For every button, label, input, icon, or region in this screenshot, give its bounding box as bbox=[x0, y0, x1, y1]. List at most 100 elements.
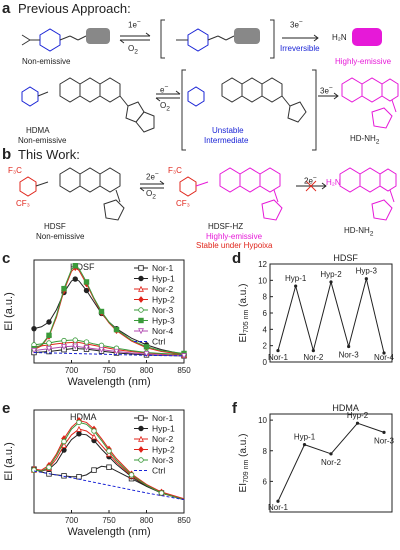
panel-b-scheme bbox=[19, 167, 397, 221]
hdsf-hz-name: HDSF-HZ bbox=[208, 222, 244, 231]
chart-e-point-4-6 bbox=[76, 419, 82, 426]
hdsf-hz-line2: Highly-emissive bbox=[206, 232, 263, 241]
chart-c-legend-label-1: Hyp-1 bbox=[152, 274, 175, 284]
chart-c-point-5-12 bbox=[113, 326, 120, 333]
chart-d-point-label-2: Nor-2 bbox=[303, 353, 324, 362]
hdsf-desc: Non-emissive bbox=[36, 232, 85, 241]
chart-c-legend-label-3: Hyp-2 bbox=[152, 295, 175, 305]
chart-d-point-1 bbox=[294, 284, 298, 288]
chart-f-ylabel: EI709 nm (a.u.) bbox=[238, 434, 250, 493]
row1-step2: 3e− bbox=[290, 19, 303, 30]
chart-c-legend-marker-3 bbox=[138, 296, 144, 303]
row1-product-block bbox=[352, 28, 382, 46]
chart-e-legend-marker-1 bbox=[138, 425, 144, 432]
chart-d: 0 2 4 6 8 10 12 EI705 nm (a.u.) HDSF Nor-1 Hyp-1 No… bbox=[238, 253, 395, 367]
chart-f-point-2 bbox=[329, 452, 333, 456]
chart-c-point-6-16 bbox=[181, 353, 187, 360]
chart-d-ytick-label-1: 2 bbox=[263, 342, 268, 351]
chart-c-title: HDSF bbox=[70, 262, 95, 272]
row2-step2: 3e− bbox=[320, 85, 333, 96]
chart-e-series-line-3 bbox=[33, 419, 185, 500]
chart-e-point-4-14 bbox=[158, 490, 165, 496]
chart-d-point-5 bbox=[364, 277, 368, 281]
chart-c-legend-label-7: Ctrl bbox=[152, 337, 165, 347]
hd-nh2-structure bbox=[339, 167, 397, 221]
hdsf-hz-cf3-group: CF₃ bbox=[176, 199, 190, 208]
chart-e-legend-marker-3 bbox=[138, 446, 144, 453]
chart-c-point-4-2 bbox=[46, 340, 52, 346]
chart-d-ytick-label-5: 10 bbox=[258, 276, 267, 285]
row1-intermediate bbox=[160, 19, 275, 59]
chart-c-point-5-8 bbox=[83, 279, 90, 285]
panel-b-step1-bottom: O2 bbox=[146, 189, 156, 201]
chart-c-point-1-6 bbox=[72, 276, 78, 282]
chart-e-legend-label-4: Nor-3 bbox=[152, 455, 174, 465]
chart-c-point-1-2 bbox=[46, 319, 52, 325]
chart-e-point-0-6 bbox=[76, 474, 82, 480]
panel-f-letter: f bbox=[232, 400, 237, 417]
row1-reactant-block bbox=[86, 28, 110, 44]
chart-d-ytick-label-2: 4 bbox=[263, 325, 268, 334]
chart-e-legend-marker-2 bbox=[138, 435, 144, 442]
chart-c-point-4-6 bbox=[72, 337, 78, 343]
chart-f-ytick-label-1: 8 bbox=[263, 447, 268, 456]
row1-intermediate-block bbox=[234, 28, 260, 44]
hdsf-f3c-group: F₃C bbox=[8, 166, 22, 175]
chart-c-legend-marker-1 bbox=[138, 275, 144, 282]
chart-e-point-4-12 bbox=[128, 472, 135, 478]
chart-e-legend-label-0: Nor-1 bbox=[152, 413, 174, 423]
hd-nh2-h2n-group: H₂N bbox=[326, 178, 341, 187]
chart-e-point-4-4 bbox=[61, 438, 67, 445]
chart-e-point-4-2 bbox=[46, 464, 52, 470]
panel-a-heading: Previous Approach: bbox=[18, 1, 131, 16]
chart-c-legend-marker-5 bbox=[138, 317, 144, 324]
chart-c-legend-marker-4 bbox=[138, 307, 144, 313]
chart-d-ytick-label-0: 0 bbox=[263, 358, 268, 367]
chart-e-series-line-0 bbox=[33, 465, 185, 501]
chart-f-point-label-4: Nor-3 bbox=[374, 436, 395, 445]
row1-right-label: Highly-emissive bbox=[335, 57, 392, 66]
row1-arrow-2 bbox=[282, 34, 319, 42]
chart-c-legend-label-2: Nor-2 bbox=[152, 284, 174, 294]
chart-d-point-label-4: Nor-3 bbox=[339, 350, 360, 359]
chart-f-ytick-label-0: 6 bbox=[263, 477, 268, 486]
row2-reversible-arrow bbox=[155, 90, 181, 102]
panel-a-letter: a bbox=[2, 0, 11, 17]
chart-c-point-5-2 bbox=[46, 332, 52, 339]
chart-e-title: HDMA bbox=[70, 412, 97, 422]
chart-c-point-5-6 bbox=[72, 263, 78, 269]
row2-intermediate-structure bbox=[181, 69, 317, 151]
chart-c-xtick-label-2: 800 bbox=[140, 366, 154, 375]
chart-c-xlabel: Wavelength (nm) bbox=[67, 376, 150, 388]
chart-e-xlabel: Wavelength (nm) bbox=[67, 526, 150, 538]
chart-c-xtick-label-3: 850 bbox=[177, 366, 191, 375]
chart-e-ylabel: El (a.u.) bbox=[3, 442, 15, 481]
chart-c-point-4-8 bbox=[83, 339, 90, 345]
chart-d-point-label-0: Nor-1 bbox=[268, 353, 289, 362]
row2-left-name: HDMA bbox=[26, 126, 50, 135]
chart-c-point-6-8 bbox=[83, 345, 90, 351]
chart-e-legend-marker-4 bbox=[138, 457, 144, 463]
panel-b-step2: 2e− bbox=[304, 175, 317, 186]
row2-step1-top: e− bbox=[160, 84, 169, 95]
panel-b-arrow-2 bbox=[296, 180, 327, 192]
hdsf-hz-f3c-group: F₃C bbox=[168, 166, 182, 175]
chart-c-xtick-label-0: 700 bbox=[65, 366, 79, 375]
chart-f-point-label-0: Nor-1 bbox=[268, 503, 289, 512]
chart-c-ylabel: El (a.u.) bbox=[3, 292, 15, 331]
chart-e-point-2-8 bbox=[91, 433, 97, 440]
chart-c-point-6-12 bbox=[113, 348, 120, 355]
chart-e-point-2-6 bbox=[76, 425, 82, 432]
chart-d-point-label-6: Nor-4 bbox=[374, 353, 395, 362]
chart-c-legend-label-4: Nor-3 bbox=[152, 305, 174, 315]
chart-e-xtick-label-3: 850 bbox=[177, 516, 191, 525]
hd-nh2-name: HD-NH2 bbox=[344, 226, 374, 238]
chart-c-legend-label-5: Hyp-3 bbox=[152, 316, 175, 326]
chart-d-title: HDSF bbox=[333, 253, 358, 263]
chart-e-point-4-10 bbox=[106, 448, 112, 454]
chart-f-point-label-1: Hyp-1 bbox=[294, 433, 316, 442]
chart-e-legend-marker-0 bbox=[138, 415, 144, 421]
chart-c-point-1-0 bbox=[31, 325, 37, 332]
chart-d-point-label-1: Hyp-1 bbox=[285, 274, 307, 283]
chart-d-point-2 bbox=[311, 348, 315, 353]
